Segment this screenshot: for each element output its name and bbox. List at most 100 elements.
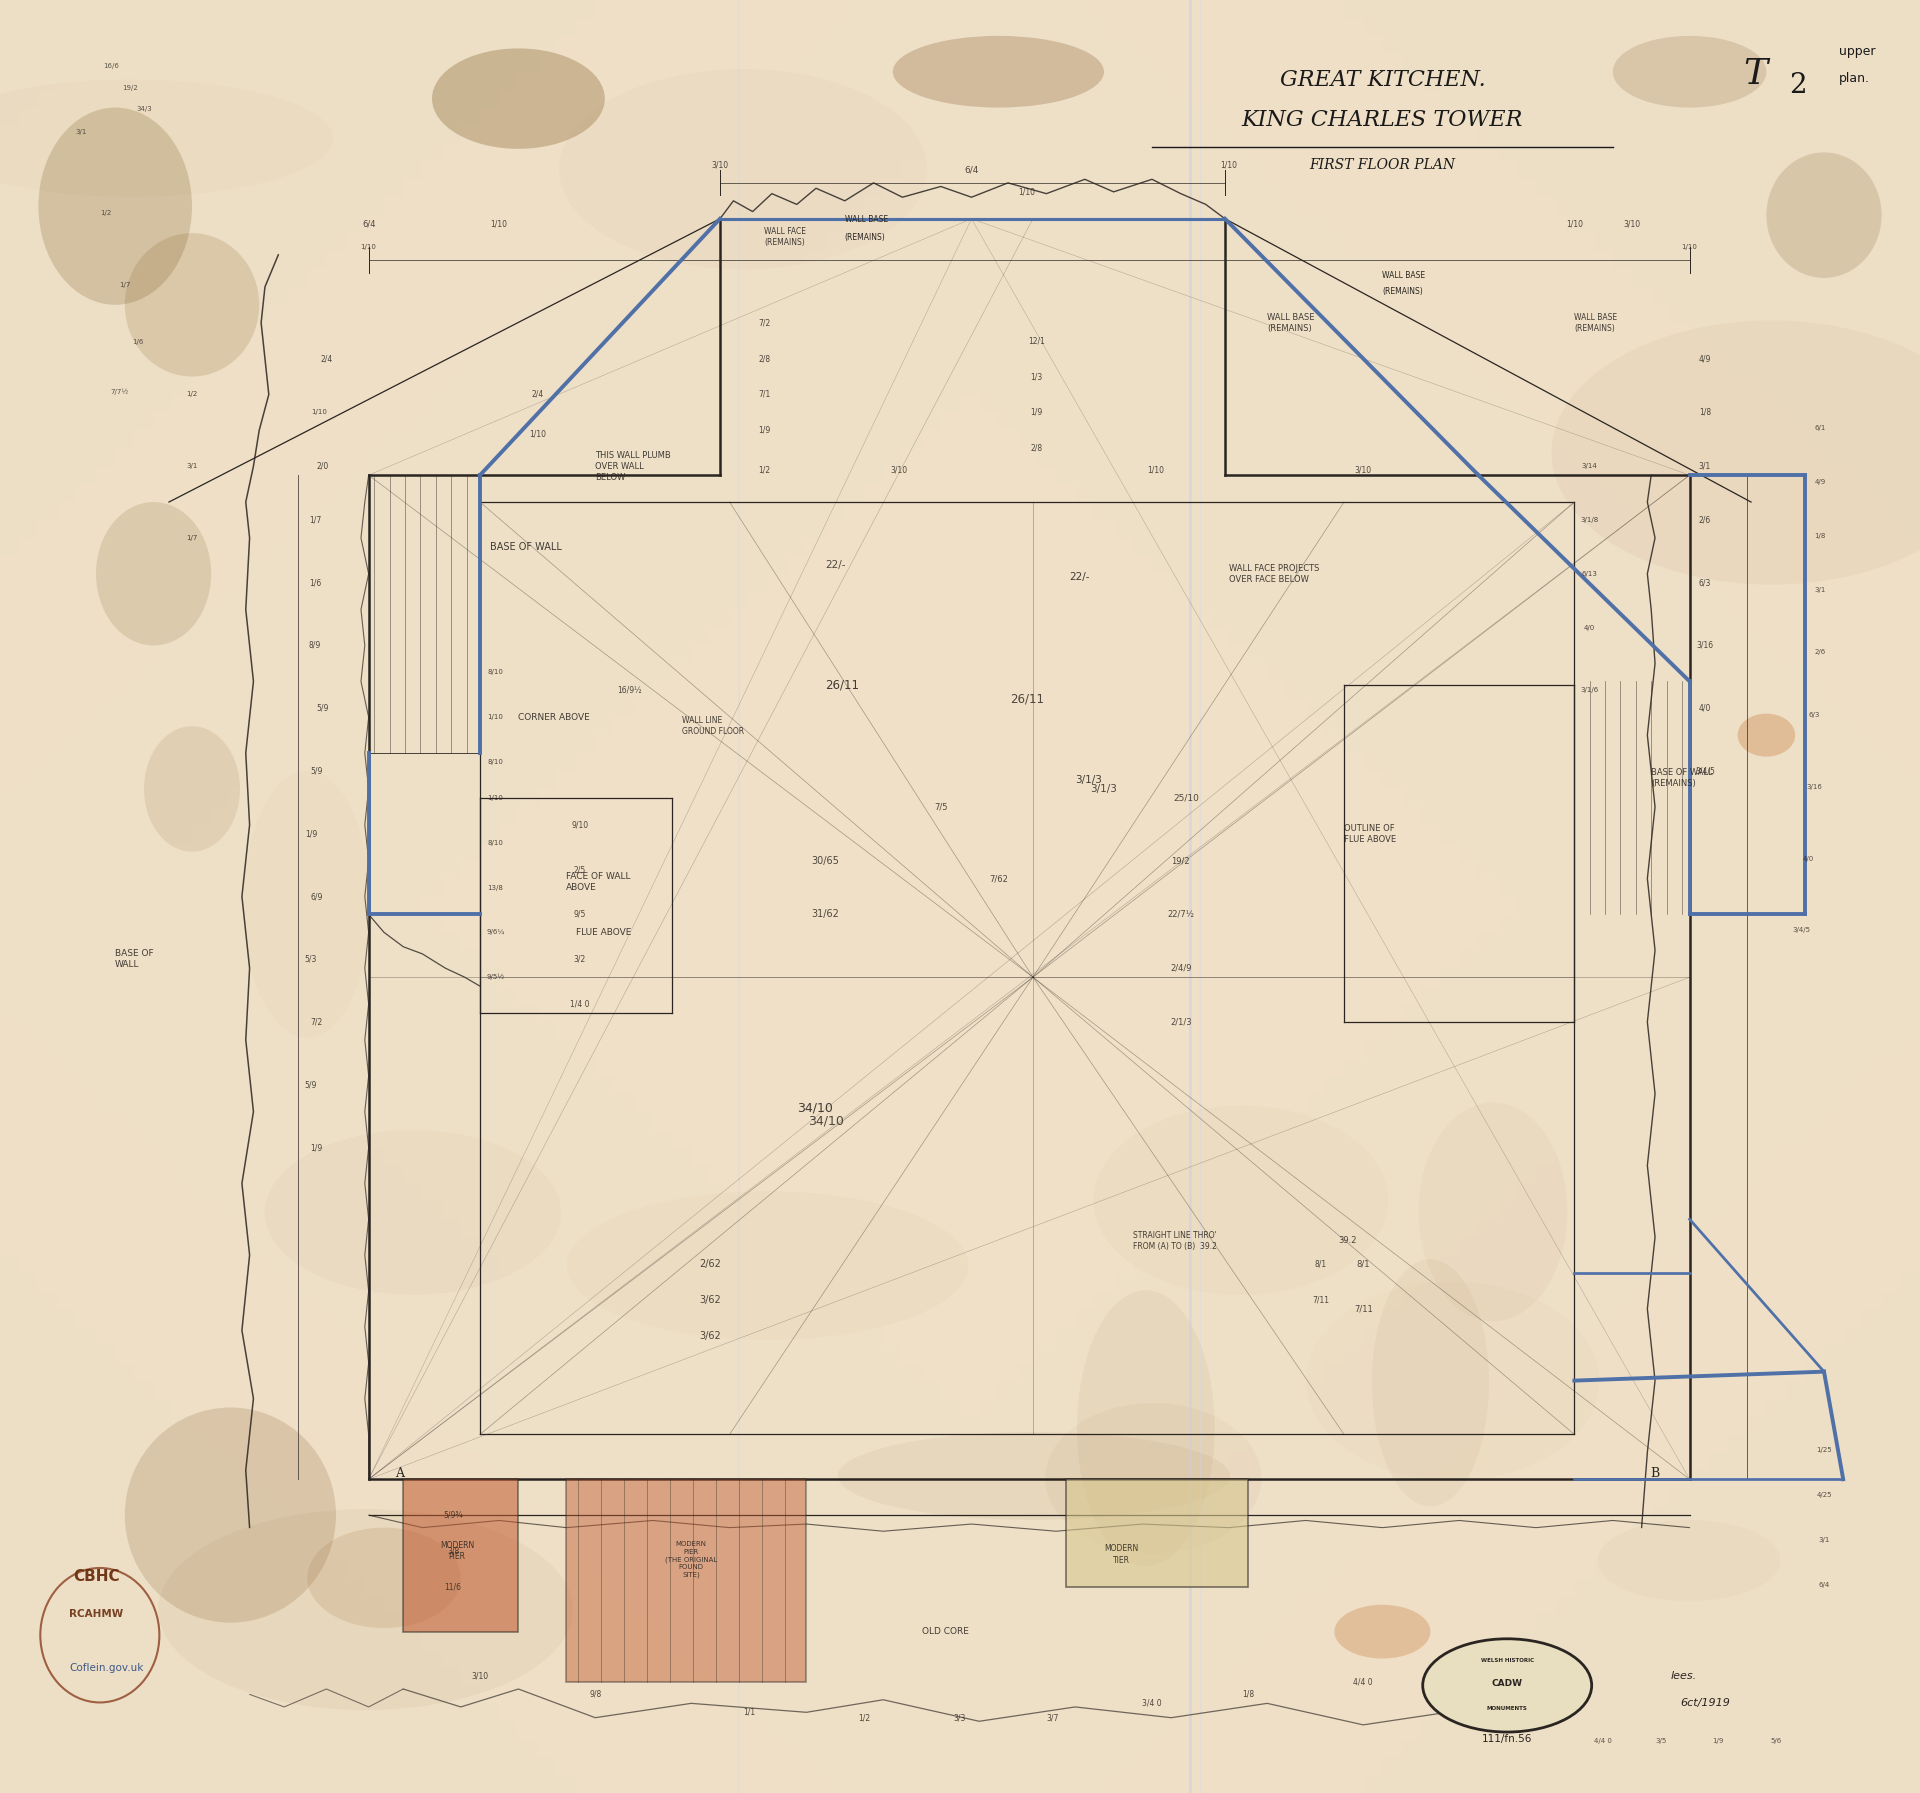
Text: 2/5: 2/5 (574, 864, 586, 875)
Text: 5/9: 5/9 (305, 1079, 317, 1090)
Text: upper: upper (1839, 45, 1876, 57)
Text: KING CHARLES TOWER: KING CHARLES TOWER (1242, 109, 1523, 131)
Ellipse shape (1423, 1639, 1592, 1732)
Text: 34/10: 34/10 (808, 1113, 843, 1128)
Text: 1/9: 1/9 (1713, 1737, 1724, 1745)
Ellipse shape (307, 1528, 461, 1628)
Text: 22/7½: 22/7½ (1167, 909, 1194, 920)
Text: 7/7½: 7/7½ (109, 389, 129, 396)
Text: 2/62: 2/62 (699, 1259, 722, 1269)
Text: 7/11: 7/11 (1313, 1295, 1329, 1305)
Text: THIS WALL PLUMB
OVER WALL
BELOW: THIS WALL PLUMB OVER WALL BELOW (595, 450, 670, 482)
Text: 1/7: 1/7 (119, 282, 131, 289)
Text: plan.: plan. (1839, 72, 1870, 84)
Text: 19/2: 19/2 (123, 84, 138, 91)
Text: 1/10: 1/10 (1567, 219, 1582, 230)
Ellipse shape (96, 502, 211, 645)
Text: 4/0: 4/0 (1699, 703, 1711, 714)
Text: 7/5: 7/5 (933, 801, 948, 812)
Bar (566, 1479, 806, 1682)
Text: WELSH HISTORIC: WELSH HISTORIC (1480, 1659, 1534, 1662)
Text: 3/62: 3/62 (699, 1330, 722, 1341)
Text: 2/6: 2/6 (1699, 515, 1711, 525)
Ellipse shape (893, 36, 1104, 108)
Text: 1/10: 1/10 (530, 429, 545, 439)
Text: 6/4: 6/4 (361, 219, 376, 230)
Text: 111/fn.56: 111/fn.56 (1482, 1734, 1532, 1745)
Text: 5/9: 5/9 (317, 703, 328, 714)
Text: 1/6: 1/6 (309, 577, 321, 588)
Text: 22/-: 22/- (826, 559, 845, 570)
Text: 2: 2 (1789, 72, 1807, 99)
Text: 3/1/3: 3/1/3 (1075, 775, 1102, 785)
Text: 1/7: 1/7 (309, 515, 321, 525)
Text: 2/8: 2/8 (1031, 443, 1043, 454)
Text: 3/1: 3/1 (186, 463, 198, 470)
Text: 9/6¼: 9/6¼ (486, 929, 505, 936)
Text: BASE OF WALL: BASE OF WALL (490, 541, 561, 552)
Text: 6/9: 6/9 (311, 891, 323, 902)
Text: 3/8: 3/8 (447, 1546, 459, 1556)
Text: MODERN
TIER: MODERN TIER (1104, 1544, 1139, 1565)
Text: 3/16: 3/16 (1807, 784, 1822, 791)
Text: 39.2: 39.2 (1338, 1235, 1357, 1246)
Text: 1/10: 1/10 (1221, 160, 1236, 170)
Text: FLUE ABOVE: FLUE ABOVE (576, 927, 632, 938)
Text: (REMAINS): (REMAINS) (1382, 287, 1423, 296)
Text: 3/4/5: 3/4/5 (1791, 927, 1811, 934)
Text: 3/1: 3/1 (1699, 461, 1711, 472)
Text: 1/10: 1/10 (488, 714, 503, 721)
Text: (REMAINS): (REMAINS) (845, 233, 885, 242)
Text: 4/4 0: 4/4 0 (1594, 1737, 1613, 1745)
Text: 6ct/1919: 6ct/1919 (1680, 1698, 1730, 1709)
Ellipse shape (157, 1510, 572, 1711)
Text: 30/65: 30/65 (812, 855, 839, 866)
Text: BASE OF
WALL: BASE OF WALL (115, 948, 154, 970)
Text: 19/2: 19/2 (1171, 855, 1190, 866)
Text: 5/6: 5/6 (1770, 1737, 1782, 1745)
Text: 5/9¾: 5/9¾ (444, 1510, 463, 1520)
Ellipse shape (1334, 1605, 1430, 1659)
Text: 3/10: 3/10 (891, 464, 906, 475)
Text: 22/-: 22/- (1069, 572, 1089, 583)
Text: 7/2: 7/2 (311, 1017, 323, 1027)
Text: OUTLINE OF
FLUE ABOVE: OUTLINE OF FLUE ABOVE (1344, 823, 1396, 845)
Text: 4/4 0: 4/4 0 (1354, 1676, 1373, 1687)
Ellipse shape (1613, 36, 1766, 108)
Text: BASE OF WALL
(REMAINS): BASE OF WALL (REMAINS) (1651, 767, 1713, 789)
Text: 1/7: 1/7 (186, 534, 198, 541)
Text: T: T (1743, 57, 1768, 91)
Text: 6/4: 6/4 (1818, 1581, 1830, 1589)
Text: WALL BASE
(REMAINS): WALL BASE (REMAINS) (1267, 312, 1315, 333)
Text: 3/10: 3/10 (712, 160, 728, 170)
Text: 1/8: 1/8 (1814, 533, 1826, 540)
Text: 1/1: 1/1 (743, 1707, 755, 1718)
Text: 3/14: 3/14 (1582, 463, 1597, 470)
Ellipse shape (1738, 714, 1795, 757)
Text: 1/10: 1/10 (1148, 464, 1164, 475)
Text: WALL BASE
(REMAINS): WALL BASE (REMAINS) (1574, 312, 1617, 333)
Text: 9/8: 9/8 (589, 1689, 601, 1700)
Text: 9/10: 9/10 (572, 819, 588, 830)
Text: 8/10: 8/10 (488, 839, 503, 846)
Text: 7/1: 7/1 (758, 389, 770, 400)
Text: 3/3: 3/3 (954, 1712, 966, 1723)
Text: 1/10: 1/10 (361, 244, 376, 251)
Text: 6/3: 6/3 (1809, 712, 1820, 719)
Ellipse shape (125, 233, 259, 377)
Text: 4/0: 4/0 (1803, 855, 1814, 862)
Text: 1/2: 1/2 (858, 1712, 870, 1723)
Text: 2/6: 2/6 (1814, 649, 1826, 656)
Text: 1/6: 1/6 (132, 339, 144, 346)
Text: 12/1: 12/1 (1029, 335, 1044, 346)
Text: 1/2: 1/2 (758, 464, 770, 475)
Bar (403, 1479, 518, 1632)
Text: 8/9: 8/9 (309, 640, 321, 651)
Ellipse shape (837, 1433, 1231, 1520)
Text: 2/8: 2/8 (758, 353, 770, 364)
Text: 9/5½: 9/5½ (486, 974, 505, 981)
Text: 1/9: 1/9 (305, 828, 317, 839)
Text: 1/10: 1/10 (492, 219, 507, 230)
Text: 2/4: 2/4 (532, 389, 543, 400)
Ellipse shape (1551, 321, 1920, 585)
